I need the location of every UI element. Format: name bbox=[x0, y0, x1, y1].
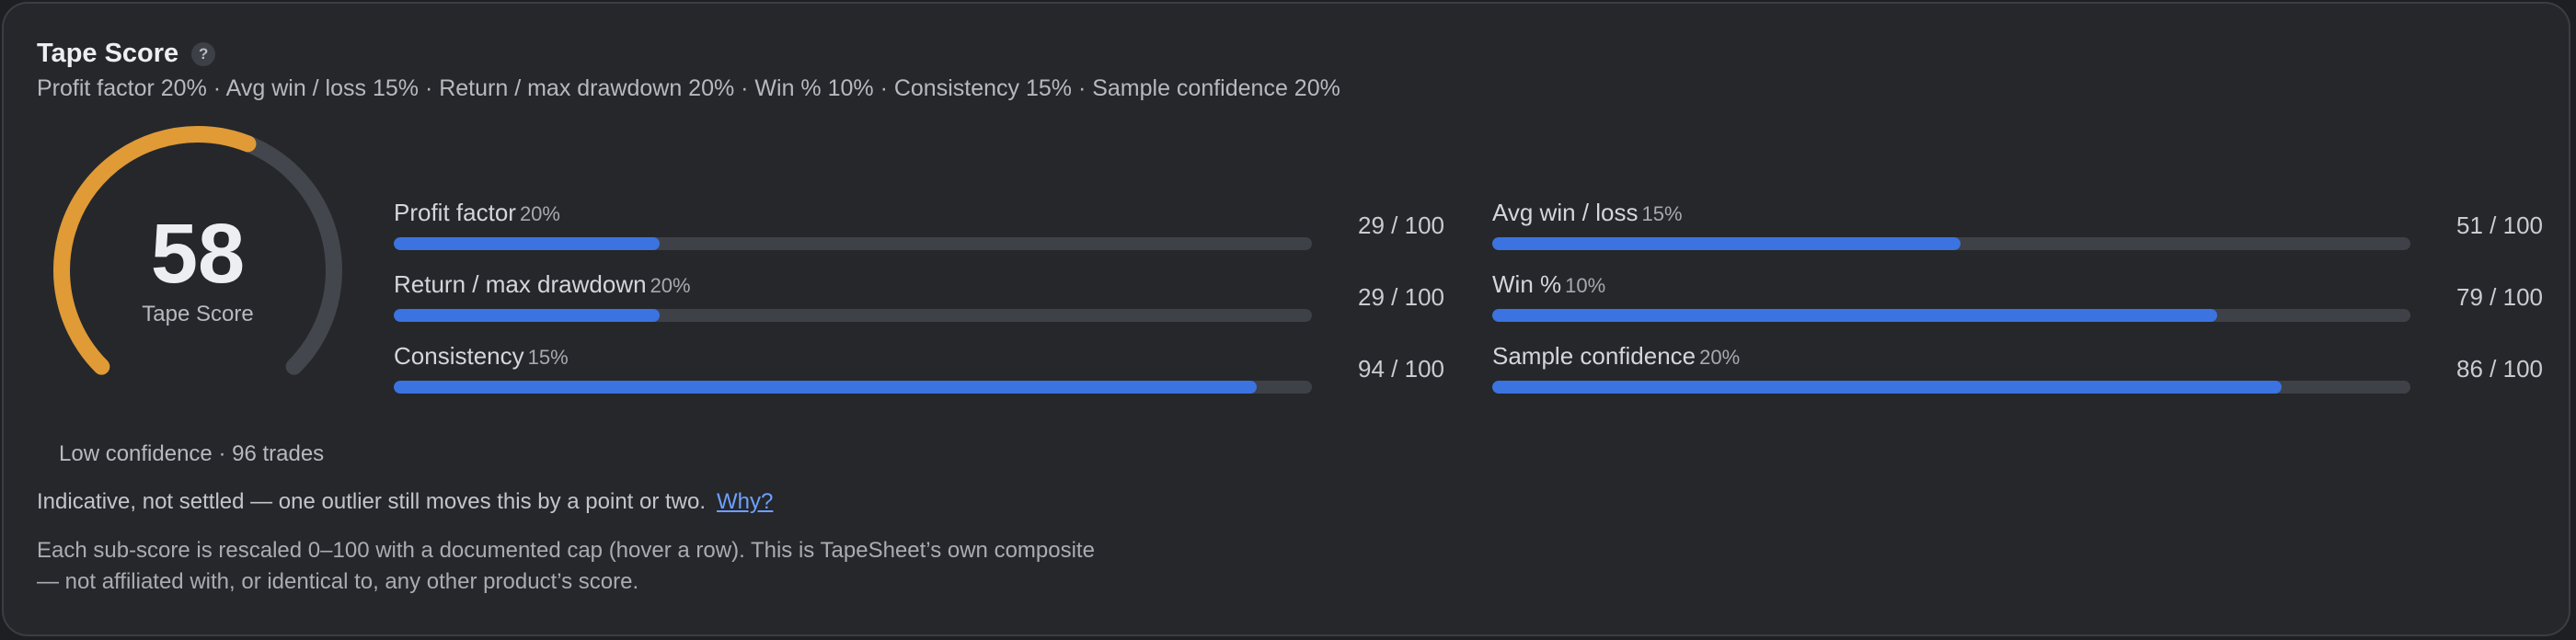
metric-score: 29 / 100 bbox=[1358, 283, 1444, 311]
metric-bar-track bbox=[1492, 237, 2410, 250]
metric-weight: 20% bbox=[1699, 346, 1741, 369]
metric-bar-track bbox=[394, 309, 1312, 322]
card-title: Tape Score ? bbox=[37, 39, 216, 69]
metric-bar-fill bbox=[394, 381, 1258, 394]
metric-name: Sample confidence bbox=[1492, 342, 1696, 370]
footnote: Each sub-score is rescaled 0–100 with a … bbox=[37, 535, 1233, 598]
metric-bar-fill bbox=[1492, 237, 1961, 250]
weights-summary: Profit factor 20% · Avg win / loss 15% ·… bbox=[37, 75, 1340, 101]
metric-name: Avg win / loss bbox=[1492, 199, 1639, 226]
metric-bar-fill bbox=[394, 237, 661, 250]
confidence-text: Low confidence · 96 trades bbox=[59, 441, 325, 466]
metric-score: 94 / 100 bbox=[1358, 355, 1444, 383]
metric-name: Win % bbox=[1492, 270, 1562, 298]
metric-bar-track bbox=[394, 381, 1312, 394]
gauge-label: Tape Score bbox=[142, 302, 254, 326]
metric-name: Consistency bbox=[394, 342, 524, 370]
metric-row[interactable]: Return / max drawdown 20% 29 / 100 bbox=[394, 270, 1444, 326]
metric-score: 79 / 100 bbox=[2456, 283, 2543, 311]
metric-weight: 15% bbox=[1641, 202, 1683, 225]
metric-row[interactable]: Consistency 15% 94 / 100 bbox=[394, 342, 1444, 397]
metric-weight: 15% bbox=[527, 346, 569, 369]
metric-score: 51 / 100 bbox=[2456, 211, 2543, 239]
metric-label: Return / max drawdown 20% bbox=[394, 270, 691, 299]
metric-weight: 10% bbox=[1565, 274, 1606, 297]
metric-row[interactable]: Profit factor 20% 29 / 100 bbox=[394, 199, 1444, 254]
metric-bar-fill bbox=[1492, 381, 2283, 394]
metric-bar-fill bbox=[394, 309, 661, 322]
metric-name: Return / max drawdown bbox=[394, 270, 647, 298]
metric-bar-track bbox=[1492, 309, 2410, 322]
metric-weight: 20% bbox=[519, 202, 560, 225]
metric-score: 29 / 100 bbox=[1358, 211, 1444, 239]
footnote-line-1: Each sub-score is rescaled 0–100 with a … bbox=[37, 538, 1095, 563]
indicative-text: Indicative, not settled — one outlier st… bbox=[37, 489, 707, 514]
metric-label: Win % 10% bbox=[1492, 270, 1605, 299]
gauge-value: 58 bbox=[150, 207, 246, 301]
metric-bar-track bbox=[1492, 381, 2410, 394]
metric-label: Profit factor 20% bbox=[394, 199, 560, 227]
indicative-note: Indicative, not settled — one outlier st… bbox=[37, 489, 773, 515]
card-title-text: Tape Score bbox=[37, 39, 179, 68]
metric-score: 86 / 100 bbox=[2456, 355, 2543, 383]
metric-row[interactable]: Sample confidence 20% 86 / 100 bbox=[1492, 342, 2543, 397]
metric-name: Profit factor bbox=[394, 199, 516, 226]
metric-weight: 20% bbox=[650, 274, 691, 297]
score-gauge: 58 Tape Score bbox=[37, 123, 350, 399]
gauge-fill bbox=[53, 126, 257, 375]
footnote-line-2: — not affiliated with, or identical to, … bbox=[37, 569, 639, 594]
why-link[interactable]: Why? bbox=[717, 489, 774, 514]
metric-label: Sample confidence 20% bbox=[1492, 342, 1740, 371]
metric-row[interactable]: Avg win / loss 15% 51 / 100 bbox=[1492, 199, 2543, 254]
metric-bar-fill bbox=[1492, 309, 2218, 322]
metric-bar-track bbox=[394, 237, 1312, 250]
metric-label: Consistency 15% bbox=[394, 342, 569, 371]
question-icon[interactable]: ? bbox=[191, 41, 216, 66]
metric-label: Avg win / loss 15% bbox=[1492, 199, 1683, 227]
metric-row[interactable]: Win % 10% 79 / 100 bbox=[1492, 270, 2543, 326]
